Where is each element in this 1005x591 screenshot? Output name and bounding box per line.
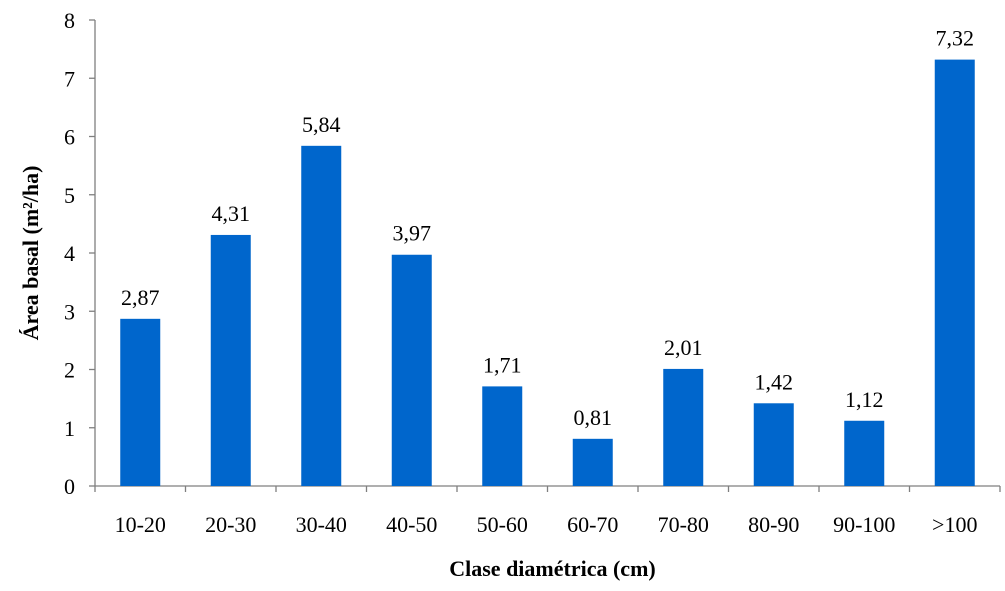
y-tick-label: 7 (64, 66, 75, 91)
y-tick-label: 6 (64, 125, 75, 150)
y-tick-label: 5 (64, 183, 75, 208)
x-tick-label: >100 (932, 512, 977, 537)
bar (663, 368, 704, 486)
data-label: 4,31 (212, 201, 251, 226)
bar (301, 145, 342, 486)
bar (753, 403, 794, 486)
y-tick-label: 3 (64, 299, 75, 324)
data-label: 1,71 (483, 352, 522, 377)
y-tick-label: 1 (64, 416, 75, 441)
x-tick-label: 40-50 (386, 512, 437, 537)
x-tick-label: 50-60 (477, 512, 528, 537)
y-tick-label: 0 (64, 474, 75, 499)
x-tick-label: 10-20 (115, 512, 166, 537)
y-axis: 0 1 2 3 4 5 6 7 8 (64, 8, 96, 499)
bar (844, 420, 885, 486)
bar (572, 438, 613, 486)
y-tick-label: 8 (64, 8, 75, 33)
data-label: 2,01 (664, 335, 703, 360)
bar (120, 318, 161, 486)
data-label: 2,87 (121, 285, 160, 310)
x-tick-label: 90-100 (833, 512, 895, 537)
data-labels: 2,87 4,31 5,84 3,97 1,71 0,81 2,01 1,42 1,12 7,32 (121, 26, 974, 430)
bar (210, 234, 251, 486)
bars (120, 59, 975, 487)
bar (391, 254, 432, 486)
data-label: 7,32 (936, 26, 975, 51)
data-label: 3,97 (393, 221, 432, 246)
data-label: 5,84 (302, 112, 341, 137)
y-tick-label: 4 (64, 241, 75, 266)
x-tick-label: 20-30 (205, 512, 256, 537)
y-axis-title: Área basal (m²/ha) (18, 166, 43, 341)
bar (482, 386, 523, 486)
x-tick-label: 60-70 (567, 512, 618, 537)
y-tick-label: 2 (64, 358, 75, 383)
x-axis: 10-20 20-30 30-40 40-50 50-60 60-70 70-80 80-90… (94, 485, 1001, 537)
bar (934, 59, 975, 487)
x-tick-label: 70-80 (658, 512, 709, 537)
x-tick-label: 30-40 (296, 512, 347, 537)
data-label: 0,81 (574, 405, 613, 430)
data-label: 1,12 (845, 387, 884, 412)
data-label: 1,42 (755, 369, 794, 394)
x-tick-label: 80-90 (748, 512, 799, 537)
x-axis-title: Clase diamétrica (cm) (449, 556, 655, 581)
